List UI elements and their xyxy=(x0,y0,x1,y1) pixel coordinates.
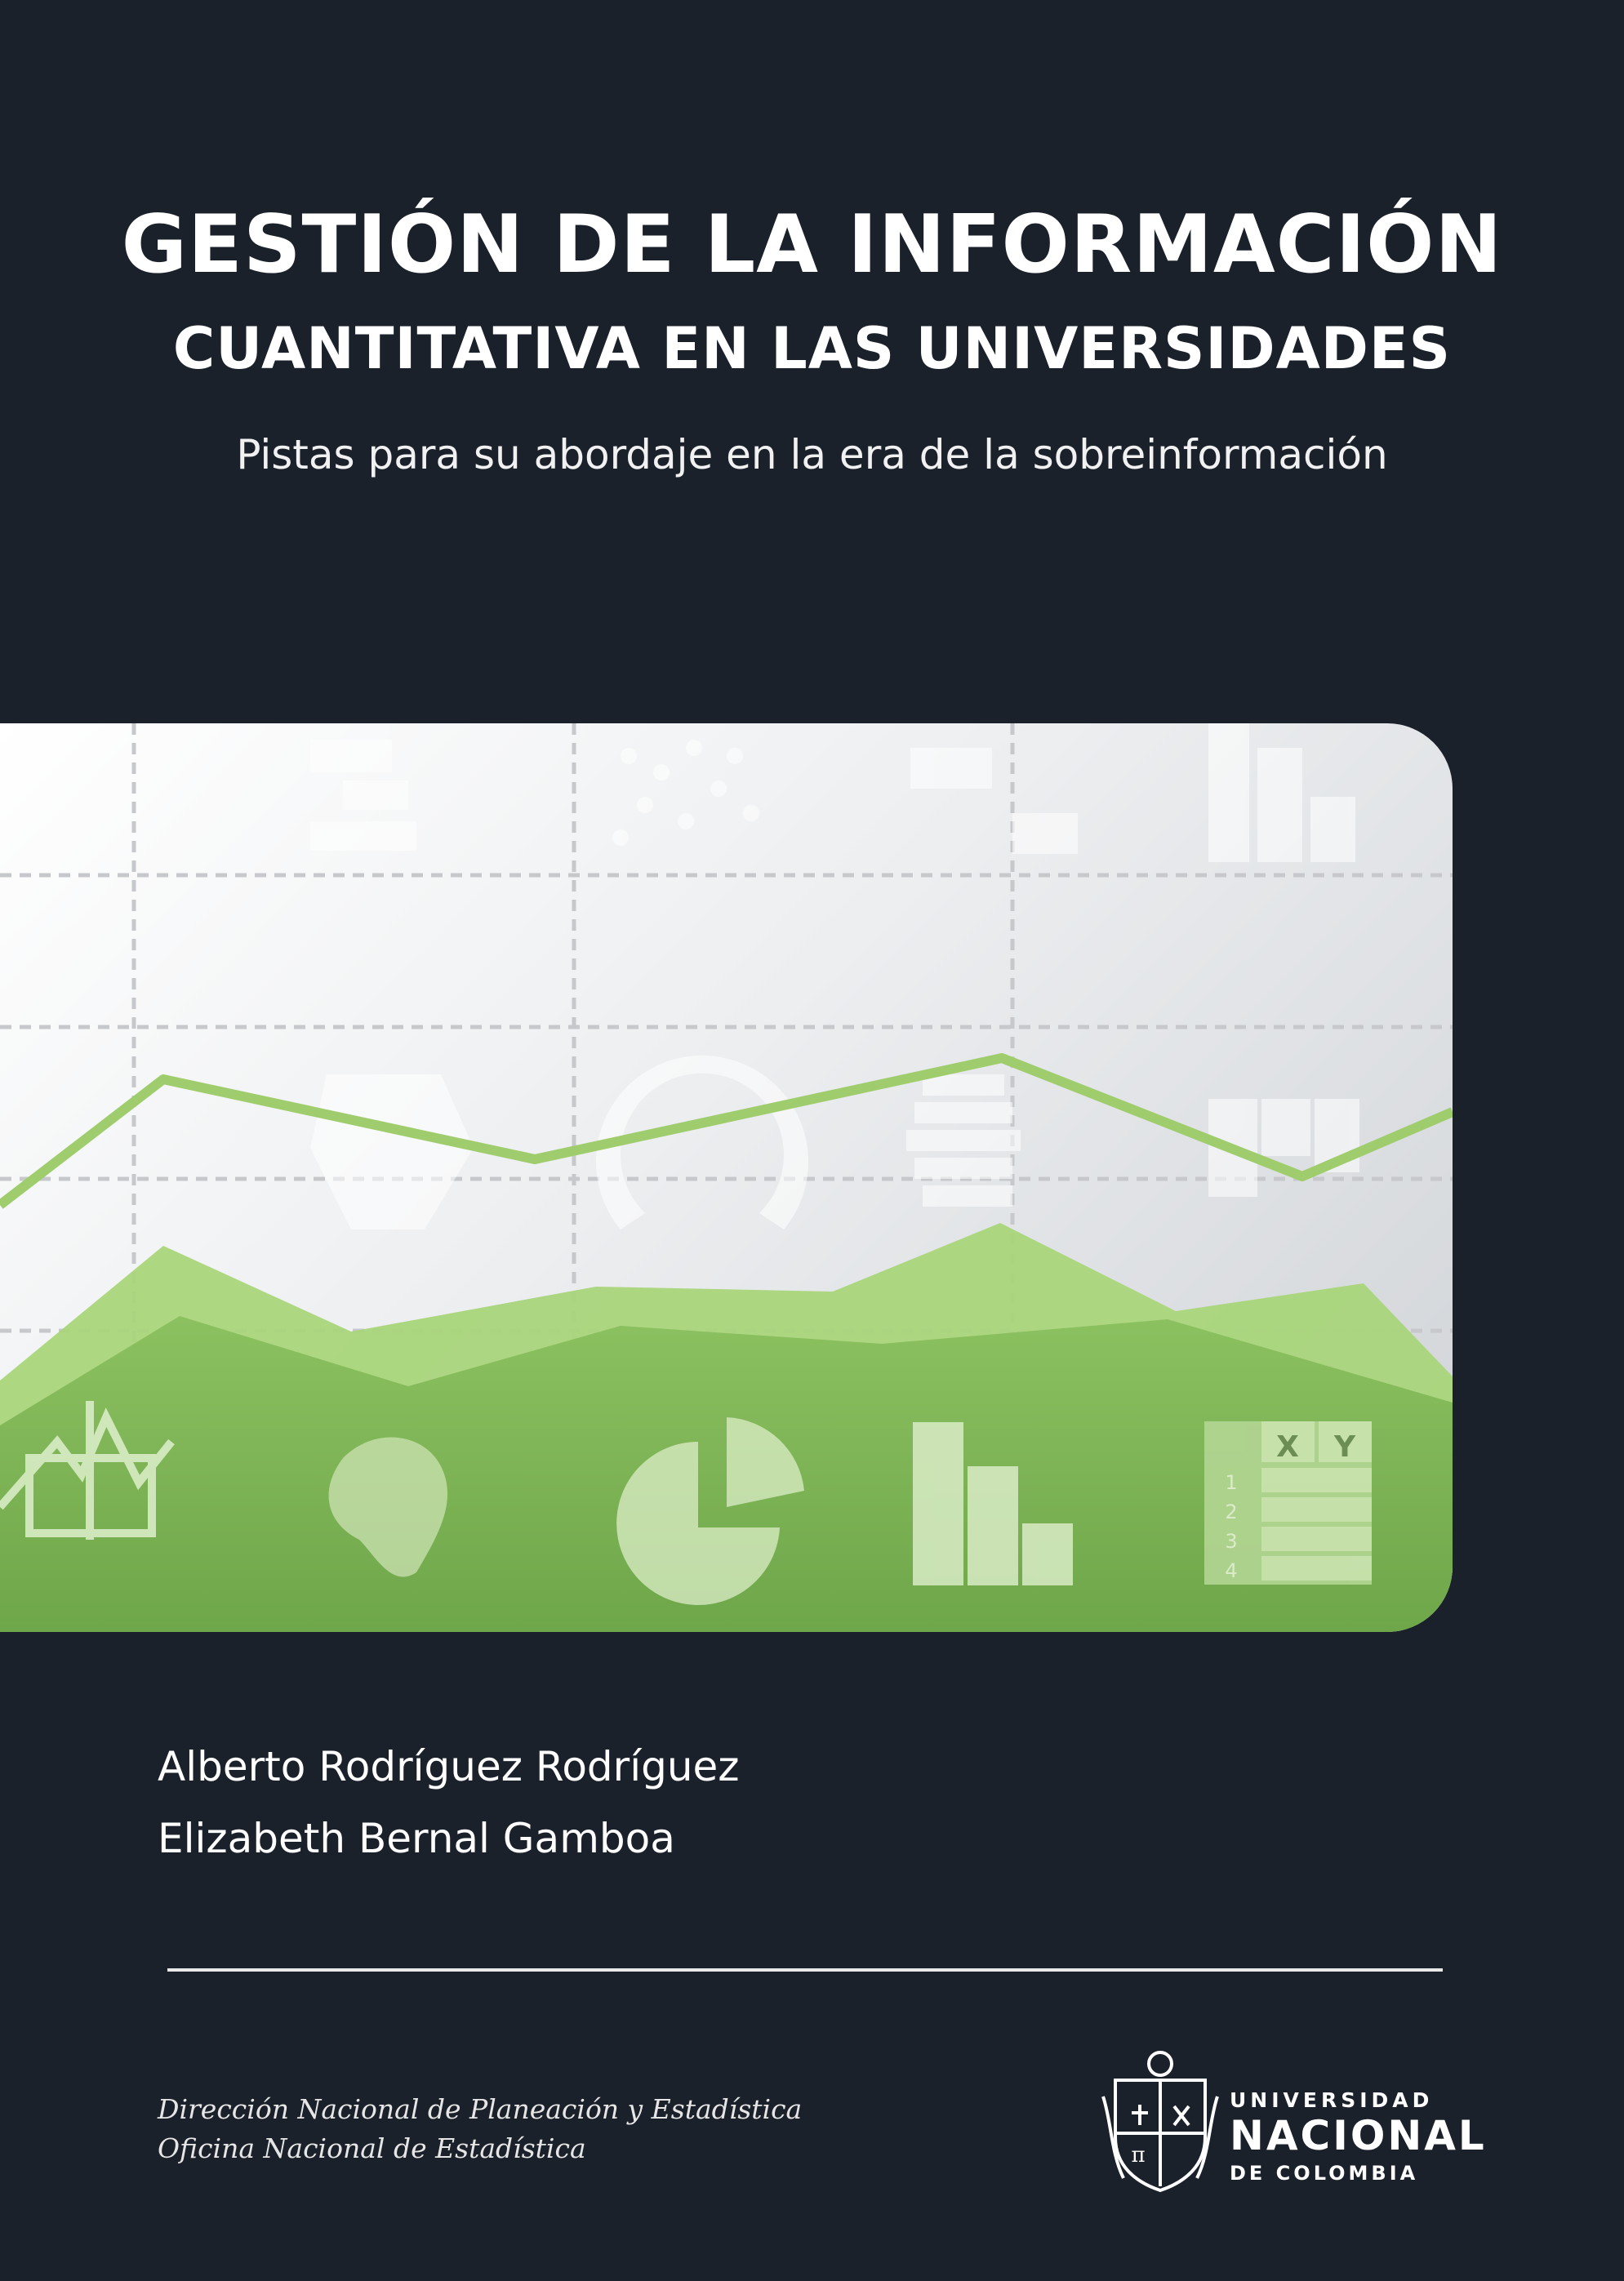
publisher-line-3: DE COLOMBIA xyxy=(1230,2162,1419,2185)
table-icon: X Y 1 2 3 4 xyxy=(1204,1421,1372,1585)
university-crest-icon: π xyxy=(1101,2051,1219,2193)
author-2: Elizabeth Bernal Gamboa xyxy=(158,1815,675,1862)
cover-title-line-1: GESTIÓN DE LA INFORMACIÓN xyxy=(121,198,1503,291)
svg-text:π: π xyxy=(1131,2143,1145,2168)
divider-line xyxy=(167,1968,1443,1972)
faint-chart-icons xyxy=(310,723,1359,1229)
table-header-y: Y xyxy=(1333,1430,1356,1464)
author-1: Alberto Rodríguez Rodríguez xyxy=(158,1743,740,1790)
table-row-1: 1 xyxy=(1225,1471,1237,1494)
table-row-4: 4 xyxy=(1225,1559,1237,1582)
publisher-line-2: NACIONAL xyxy=(1230,2112,1487,2159)
table-row-3: 3 xyxy=(1225,1530,1237,1553)
cover-title-line-2: CUANTITATIVA EN LAS UNIVERSIDADES xyxy=(172,315,1452,382)
foreground-icons xyxy=(0,1401,804,1605)
banner-illustration: X Y 1 2 3 4 xyxy=(0,723,1453,1632)
trend-line xyxy=(0,1053,1453,1209)
table-header-x: X xyxy=(1276,1430,1299,1464)
cover-banner: X Y 1 2 3 4 xyxy=(0,723,1453,1632)
table-row-2: 2 xyxy=(1225,1501,1237,1523)
foreground-bars xyxy=(913,1422,1073,1585)
organization-line-2: Oficina Nacional de Estadística xyxy=(158,2132,586,2164)
organization-line-1: Dirección Nacional de Planeación y Estad… xyxy=(158,2093,803,2125)
cover-subtitle: Pistas para su abordaje en la era de la … xyxy=(236,431,1388,478)
area-dark xyxy=(0,1316,1453,1632)
publisher-line-1: UNIVERSIDAD xyxy=(1230,2088,1434,2112)
